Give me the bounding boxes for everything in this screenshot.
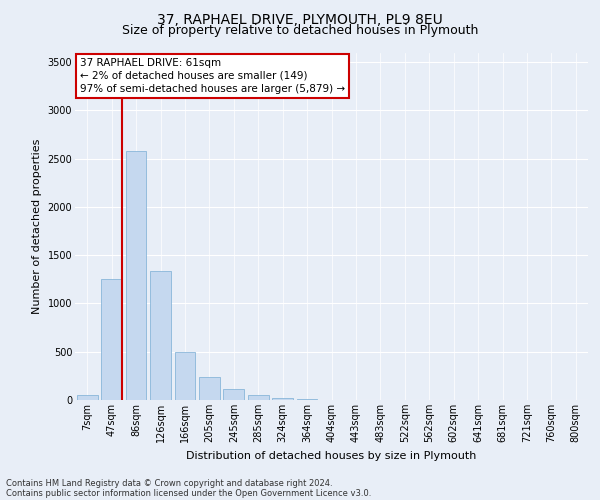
Bar <box>223 389 244 400</box>
Text: 37 RAPHAEL DRIVE: 61sqm
← 2% of detached houses are smaller (149)
97% of semi-de: 37 RAPHAEL DRIVE: 61sqm ← 2% of detached… <box>80 58 345 94</box>
Bar <box>125 151 146 400</box>
Bar <box>296 398 317 400</box>
Text: Contains HM Land Registry data © Crown copyright and database right 2024.: Contains HM Land Registry data © Crown c… <box>6 478 332 488</box>
Bar <box>175 352 196 400</box>
Text: 37, RAPHAEL DRIVE, PLYMOUTH, PL9 8EU: 37, RAPHAEL DRIVE, PLYMOUTH, PL9 8EU <box>157 12 443 26</box>
Bar <box>150 270 171 400</box>
Text: Contains public sector information licensed under the Open Government Licence v3: Contains public sector information licen… <box>6 488 371 498</box>
Bar <box>77 395 98 400</box>
Bar <box>272 398 293 400</box>
Bar <box>101 280 122 400</box>
Bar <box>248 395 269 400</box>
Y-axis label: Number of detached properties: Number of detached properties <box>32 138 42 314</box>
X-axis label: Distribution of detached houses by size in Plymouth: Distribution of detached houses by size … <box>187 450 476 460</box>
Text: Size of property relative to detached houses in Plymouth: Size of property relative to detached ho… <box>122 24 478 37</box>
Bar <box>199 378 220 400</box>
